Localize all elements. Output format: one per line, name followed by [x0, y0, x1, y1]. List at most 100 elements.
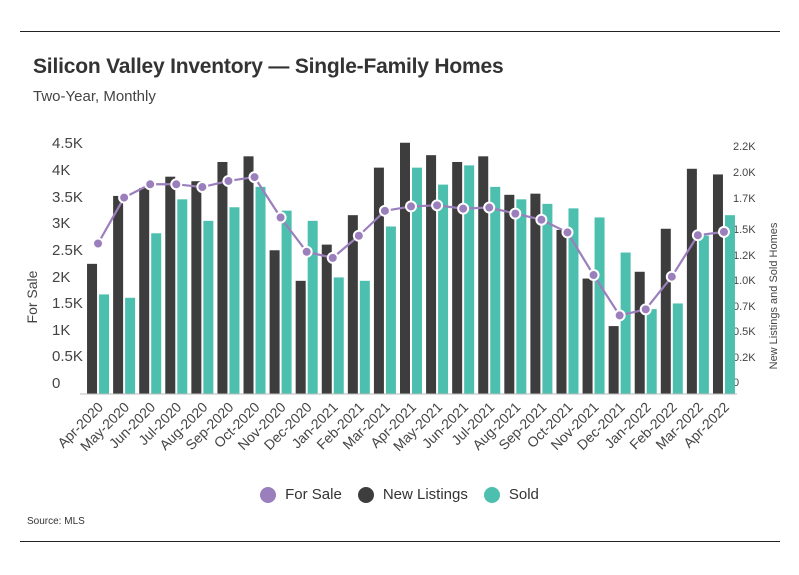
bar-new-listings	[295, 280, 306, 394]
bar-new-listings	[608, 326, 619, 394]
bar-new-listings	[373, 167, 384, 394]
bar-new-listings	[634, 271, 645, 394]
bar-new-listings	[139, 188, 150, 394]
bar-sold	[620, 252, 631, 394]
left-axis-title: For Sale	[24, 270, 40, 323]
legend-item-for-sale[interactable]: For Sale	[260, 486, 342, 503]
right-axis-tick-label: 2.2K	[733, 141, 756, 153]
left-axis-tick-label: 1K	[52, 322, 70, 339]
bar-sold	[568, 208, 579, 394]
left-axis-tick-label: 0	[52, 375, 60, 392]
right-axis-tick-label: 0	[733, 377, 739, 389]
point-for-sale	[587, 269, 600, 282]
point-for-sale	[639, 303, 652, 316]
point-for-sale	[352, 229, 365, 242]
bar-new-listings	[321, 244, 332, 394]
bar-new-listings	[478, 156, 489, 394]
right-axis-tick-label: 1.0K	[733, 275, 756, 287]
right-axis-title: New Listings and Sold Homes	[768, 222, 780, 369]
point-for-sale	[431, 199, 444, 212]
bar-sold	[359, 280, 370, 394]
right-axis-tick-label: 1.7K	[733, 193, 756, 205]
bar-sold	[99, 294, 110, 394]
bar-new-listings	[217, 161, 228, 394]
bar-new-listings	[113, 195, 124, 394]
bar-sold	[385, 226, 396, 394]
legend-swatch-sold	[483, 486, 500, 503]
left-axis-tick-label: 4.5K	[52, 135, 83, 152]
right-axis-tick-label: 0.5K	[733, 326, 756, 338]
left-axis-tick-label: 3K	[52, 215, 70, 232]
point-for-sale	[457, 202, 470, 215]
right-axis-tick-label: 0.7K	[733, 301, 756, 313]
bar-sold	[307, 220, 318, 394]
bar-sold	[125, 297, 136, 394]
legend-swatch-new-listings	[357, 486, 374, 503]
left-axis-tick-label: 2K	[52, 269, 70, 286]
left-axis-tick-label: 3.5K	[52, 189, 83, 206]
bar-new-listings	[191, 181, 202, 394]
bar-new-listings	[556, 229, 567, 394]
bar-sold	[698, 235, 709, 394]
bar-sold	[516, 199, 527, 394]
right-axis-tick-label: 2.0K	[733, 167, 756, 179]
left-axis-tick-label: 2.5K	[52, 242, 83, 259]
left-axis-tick-label: 1.5K	[52, 295, 83, 312]
bar-sold	[490, 186, 501, 394]
point-for-sale	[222, 174, 235, 187]
bar-new-listings	[582, 278, 593, 394]
left-axis-tick-label: 4K	[52, 162, 70, 179]
bar-sold	[203, 220, 214, 394]
bar-sold	[594, 217, 605, 394]
legend-label-sold: Sold	[508, 486, 539, 503]
bar-new-listings	[165, 176, 176, 394]
bar-sold	[646, 309, 657, 394]
point-for-sale	[483, 201, 496, 214]
bar-new-listings	[400, 142, 410, 394]
legend-label-for-sale: For Sale	[285, 486, 342, 503]
bar-sold	[229, 207, 240, 394]
bar-new-listings	[87, 263, 98, 394]
left-axis-tick-label: 0.5K	[52, 348, 83, 365]
bar-new-listings	[660, 228, 671, 394]
point-for-sale	[326, 251, 339, 264]
bar-new-listings	[347, 215, 358, 394]
bar-sold	[438, 184, 449, 394]
right-axis-tick-label: 0.2K	[733, 352, 756, 364]
bar-new-listings	[504, 194, 515, 394]
legend-swatch-for-sale	[260, 486, 277, 503]
chart-legend: For Sale New Listings Sold	[0, 486, 799, 503]
point-for-sale	[561, 226, 574, 239]
bar-new-listings	[269, 250, 280, 394]
bar-sold	[672, 303, 683, 394]
bar-sold	[177, 199, 188, 394]
bar-new-listings	[426, 155, 437, 394]
bar-sold	[542, 203, 553, 394]
point-for-sale	[118, 191, 131, 204]
point-for-sale	[144, 178, 157, 191]
right-axis-tick-label: 1.5K	[733, 224, 756, 236]
legend-label-new-listings: New Listings	[382, 486, 468, 503]
chart-canvas: 0 0.5K 1K 1.5K 2K 2.5K 3K 3.5K 4K 4.5K 0 0.2K 0.5K 0.…	[24, 135, 780, 454]
point-for-sale	[665, 270, 678, 283]
bar-sold	[724, 215, 735, 394]
legend-item-sold[interactable]: Sold	[483, 486, 539, 503]
chart-title: Silicon Valley Inventory — Single-Family…	[33, 55, 504, 78]
point-for-sale	[691, 229, 704, 242]
point-for-sale	[509, 207, 522, 220]
bar-new-listings	[452, 161, 463, 394]
point-for-sale	[170, 178, 183, 191]
point-for-sale	[405, 200, 417, 213]
bar-new-listings	[530, 193, 541, 394]
bar-new-listings	[712, 174, 723, 394]
point-for-sale	[248, 171, 261, 184]
point-for-sale	[378, 204, 391, 217]
bottom-rule	[20, 541, 780, 542]
bar-sold	[464, 165, 475, 394]
source-note: Source: MLS	[27, 516, 85, 527]
point-for-sale	[717, 225, 730, 238]
bar-sold	[255, 186, 266, 394]
point-for-sale	[535, 213, 548, 226]
point-for-sale	[92, 237, 105, 250]
legend-item-new-listings[interactable]: New Listings	[357, 486, 468, 503]
